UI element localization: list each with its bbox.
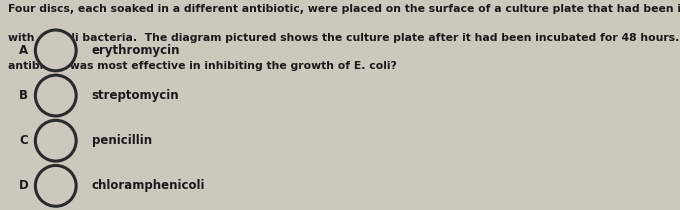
Text: C: C — [19, 134, 28, 147]
Ellipse shape — [35, 30, 76, 71]
Ellipse shape — [35, 75, 76, 116]
Text: A: A — [19, 44, 28, 57]
Text: antibiotic was most effective in inhibiting the growth of E. coli?: antibiotic was most effective in inhibit… — [8, 61, 397, 71]
Text: chloramphenicoli: chloramphenicoli — [92, 179, 205, 192]
Text: penicillin: penicillin — [92, 134, 152, 147]
Ellipse shape — [35, 120, 76, 161]
Text: streptomycin: streptomycin — [92, 89, 180, 102]
Text: with  E. coli bacteria.  The diagram pictured shows the culture plate after it h: with E. coli bacteria. The diagram pictu… — [8, 33, 680, 43]
Ellipse shape — [35, 165, 76, 206]
Text: D: D — [19, 179, 29, 192]
Text: B: B — [19, 89, 28, 102]
Text: erythromycin: erythromycin — [92, 44, 180, 57]
Text: Four discs, each soaked in a different antibiotic, were placed on the surface of: Four discs, each soaked in a different a… — [8, 4, 680, 14]
